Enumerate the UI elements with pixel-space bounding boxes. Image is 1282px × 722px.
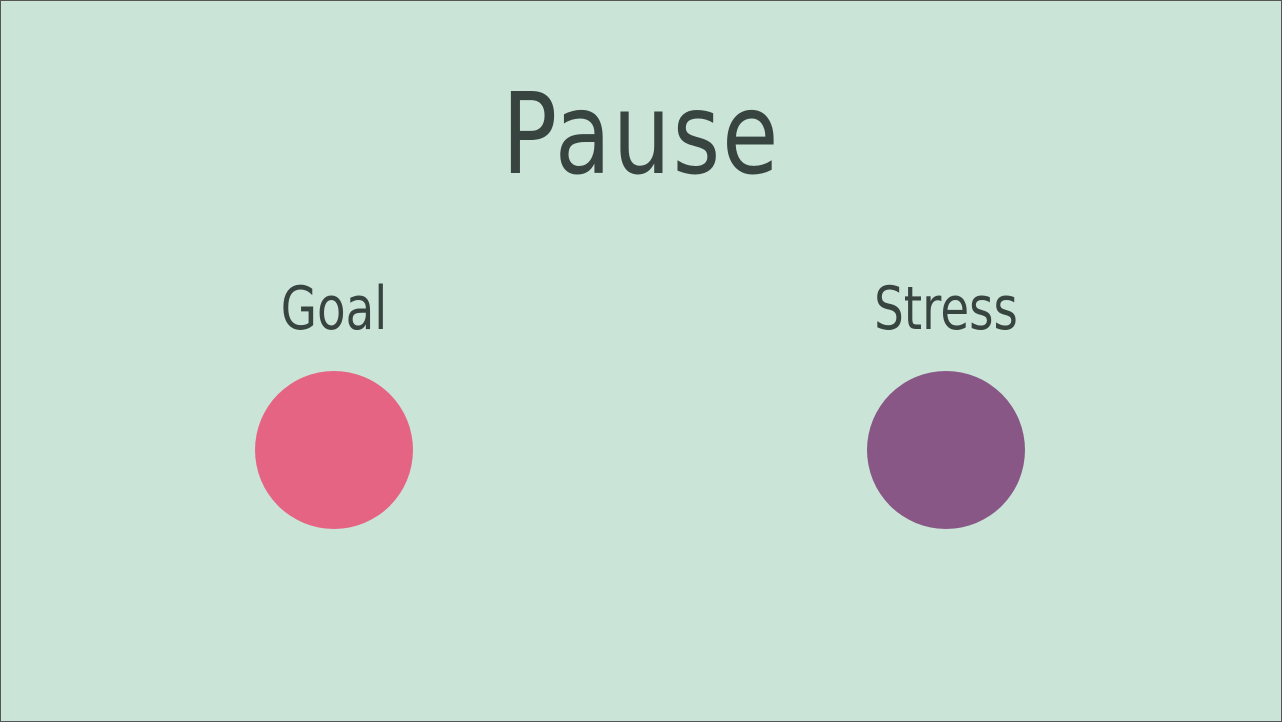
stress-orb-button[interactable] <box>867 371 1025 529</box>
stress-label: Stress <box>874 274 1018 344</box>
goal-orb-button[interactable] <box>255 371 413 529</box>
pause-title: Pause <box>501 70 781 200</box>
goal-label: Goal <box>280 274 388 344</box>
